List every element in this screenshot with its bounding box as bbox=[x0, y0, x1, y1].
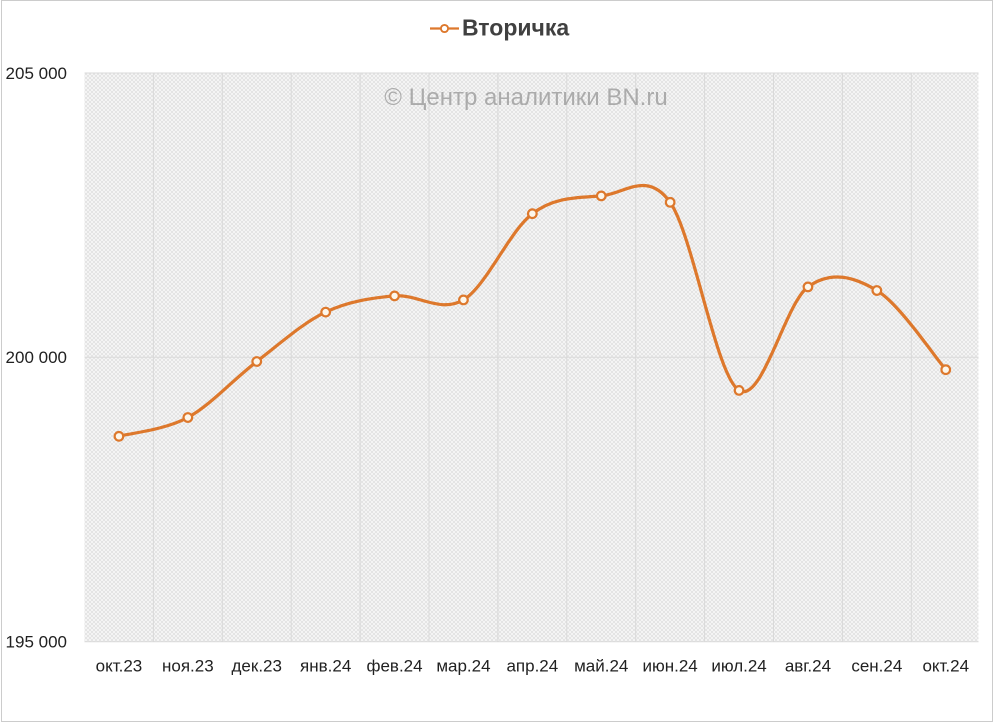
svg-text:июн.24: июн.24 bbox=[643, 657, 698, 676]
svg-text:205 000: 205 000 bbox=[6, 64, 67, 83]
svg-text:195 000: 195 000 bbox=[6, 633, 67, 652]
svg-text:© Центр аналитики BN.ru: © Центр аналитики BN.ru bbox=[384, 84, 667, 111]
svg-text:Вторичка: Вторичка bbox=[462, 15, 569, 41]
svg-text:мар.24: мар.24 bbox=[436, 657, 490, 676]
svg-text:фев.24: фев.24 bbox=[366, 657, 422, 676]
svg-text:июл.24: июл.24 bbox=[711, 657, 766, 676]
svg-text:май.24: май.24 bbox=[574, 657, 628, 676]
svg-text:ноя.23: ноя.23 bbox=[162, 657, 214, 676]
svg-text:янв.24: янв.24 bbox=[300, 657, 351, 676]
svg-text:окт.23: окт.23 bbox=[96, 657, 143, 676]
svg-text:авг.24: авг.24 bbox=[785, 657, 831, 676]
svg-text:дек.23: дек.23 bbox=[232, 657, 282, 676]
svg-text:200 000: 200 000 bbox=[6, 348, 67, 367]
svg-text:сен.24: сен.24 bbox=[851, 657, 902, 676]
svg-text:апр.24: апр.24 bbox=[506, 657, 558, 676]
svg-text:окт.24: окт.24 bbox=[922, 657, 969, 676]
